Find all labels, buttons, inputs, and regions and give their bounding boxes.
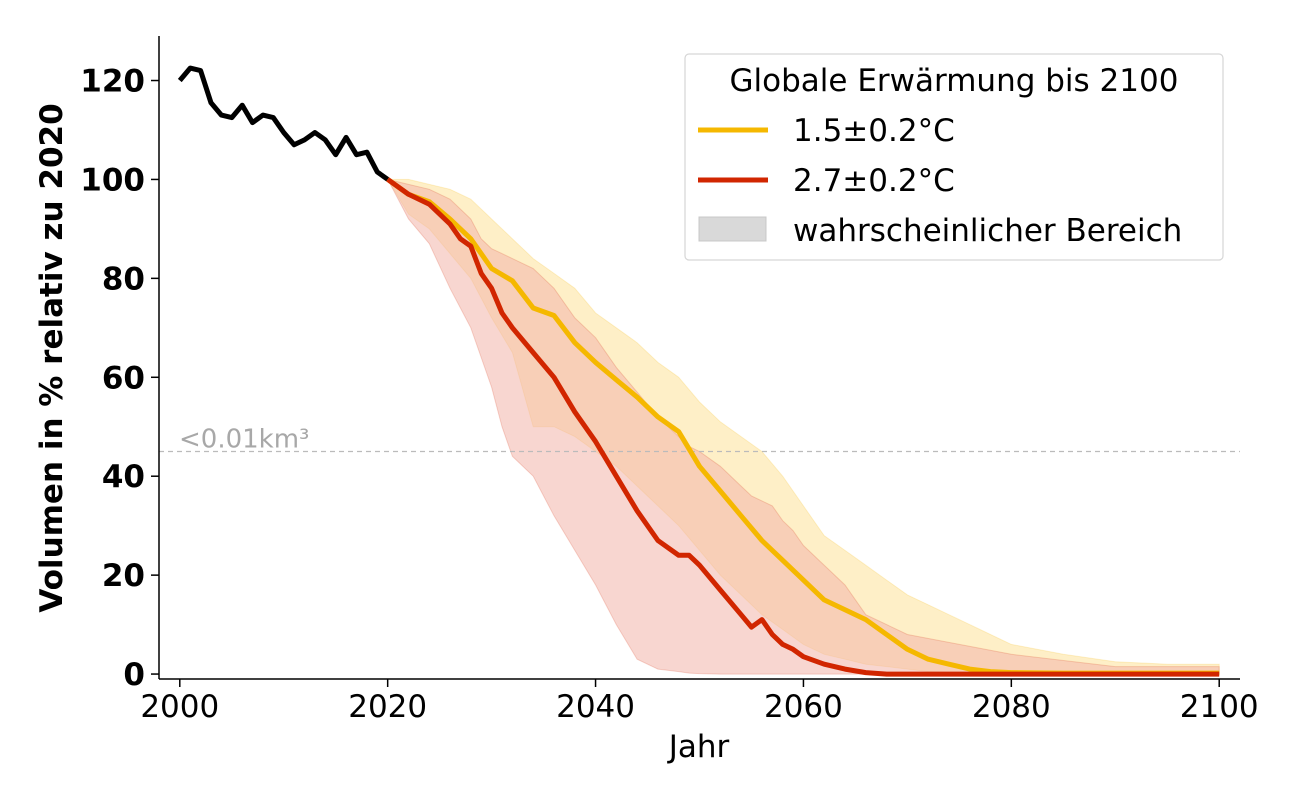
legend-title: Globale Erwärmung bis 2100 [730, 63, 1179, 99]
y-tick-label: 0 [123, 657, 145, 693]
legend-frame [684, 53, 1224, 261]
band-2.7±0.2°C [386, 178, 1220, 675]
line-2.7±0.2°C [386, 177, 1220, 677]
x-tick-label: 2060 [764, 689, 843, 725]
x-tick-label: 2040 [556, 689, 635, 725]
y-tick-label: 120 [80, 64, 145, 100]
historical-line [177, 65, 390, 182]
x-axis-title: Jahr [667, 729, 730, 765]
y-axis-title: Volumen in % relativ zu 2020 [34, 103, 70, 612]
x-tick-label: 2100 [1180, 689, 1259, 725]
line-1.5±0.2°C [386, 177, 1220, 676]
threshold-label: <0.01km³ [179, 424, 309, 454]
y-tick-label: 20 [102, 558, 145, 594]
x-tick-label: 2020 [348, 689, 427, 725]
y-tick-label: 100 [80, 162, 145, 198]
x-tick-label: 2080 [972, 689, 1051, 725]
legend-label-2-7: 2.7±0.2°C [793, 163, 955, 199]
legend-label-1-5: 1.5±0.2°C [793, 113, 955, 149]
legend-swatch-range [698, 216, 767, 242]
y-tick-label: 60 [102, 360, 145, 396]
legend-label-range: wahrscheinlicher Bereich [793, 213, 1182, 249]
legend: Globale Erwärmung bis 2100 1.5±0.2°C 2.7… [684, 53, 1224, 261]
x-ticks: 2000 2020 2040 2060 2080 2100 [140, 679, 1259, 725]
likely-range-bands [386, 178, 1220, 675]
x-tick-label: 2000 [140, 689, 219, 725]
y-tick-label: 80 [102, 261, 145, 297]
threshold-group: <0.01km³ [159, 424, 1240, 454]
y-tick-label: 40 [102, 459, 145, 495]
y-ticks: 0 20 40 60 80 100 120 [80, 64, 159, 693]
series-lines [177, 65, 1220, 677]
